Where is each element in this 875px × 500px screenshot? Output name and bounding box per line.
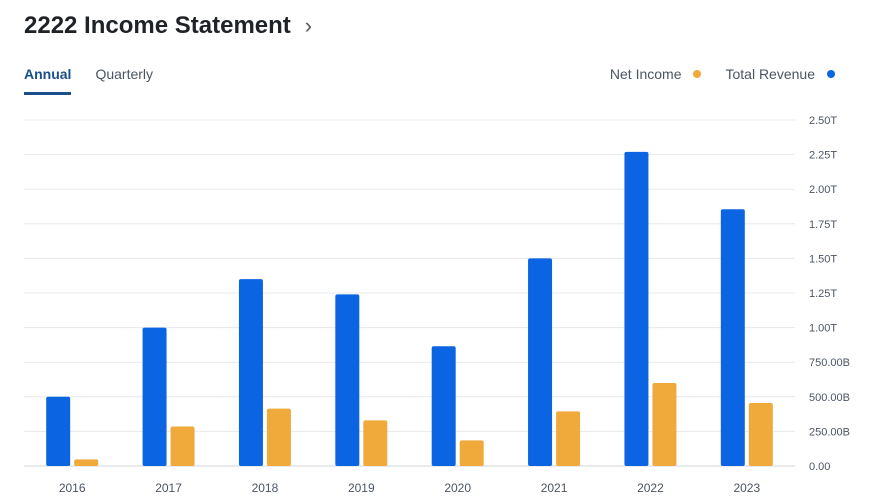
header: 2222 Income Statement ›: [24, 12, 312, 40]
y-tick-label: 2.00T: [809, 184, 837, 196]
net-income-bar: [652, 382, 677, 466]
x-tick-label: 2020: [444, 481, 471, 495]
x-tick-label: 2018: [252, 481, 279, 495]
y-tick-label: 1.00T: [809, 323, 837, 335]
chevron-right-icon[interactable]: ›: [304, 13, 313, 38]
total-revenue-bar: [335, 294, 360, 466]
y-tick-label: 2.25T: [809, 150, 837, 162]
total-revenue-bar: [46, 396, 71, 466]
net-income-bar: [170, 426, 195, 466]
x-tick-label: 2019: [348, 481, 375, 495]
total-revenue-bar: [142, 327, 167, 466]
y-tick-label: 750.00B: [809, 357, 850, 369]
chart-legend: Net Income Total Revenue: [586, 66, 835, 82]
total-revenue-bar: [431, 346, 456, 466]
x-tick-label: 2021: [541, 481, 568, 495]
total-revenue-dot-icon: [827, 70, 835, 78]
total-revenue-bar: [624, 151, 649, 466]
y-tick-label: 0.00: [809, 461, 830, 473]
net-income-bar: [266, 408, 291, 466]
net-income-bar: [556, 411, 581, 466]
net-income-bar: [363, 420, 388, 466]
legend-item-total-revenue[interactable]: Total Revenue: [725, 66, 835, 82]
x-tick-label: 2022: [637, 481, 664, 495]
net-income-bar: [459, 440, 484, 466]
y-tick-label: 1.50T: [809, 253, 837, 265]
y-tick-label: 2.50T: [809, 115, 837, 127]
page-title: 2222 Income Statement: [24, 12, 291, 39]
period-tabs: Annual Quarterly: [24, 66, 177, 95]
tab-quarterly[interactable]: Quarterly: [95, 66, 154, 82]
y-tick-label: 1.25T: [809, 288, 837, 300]
y-tick-label: 250.00B: [809, 426, 850, 438]
x-tick-label: 2017: [155, 481, 182, 495]
x-tick-label: 2023: [733, 481, 760, 495]
net-income-dot-icon: [693, 70, 702, 78]
legend-label-net-income: Net Income: [609, 66, 682, 82]
total-revenue-bar: [720, 209, 745, 466]
legend-label-total-revenue: Total Revenue: [725, 66, 815, 82]
x-tick-label: 2016: [59, 481, 86, 495]
net-income-bar: [74, 459, 99, 466]
net-income-bar: [748, 403, 773, 466]
legend-item-net-income[interactable]: Net Income: [610, 66, 702, 82]
total-revenue-bar: [238, 279, 263, 466]
total-revenue-bar: [528, 258, 553, 466]
y-tick-label: 500.00B: [809, 392, 850, 404]
tab-annual[interactable]: Annual: [24, 66, 72, 95]
y-tick-label: 1.75T: [809, 219, 837, 231]
